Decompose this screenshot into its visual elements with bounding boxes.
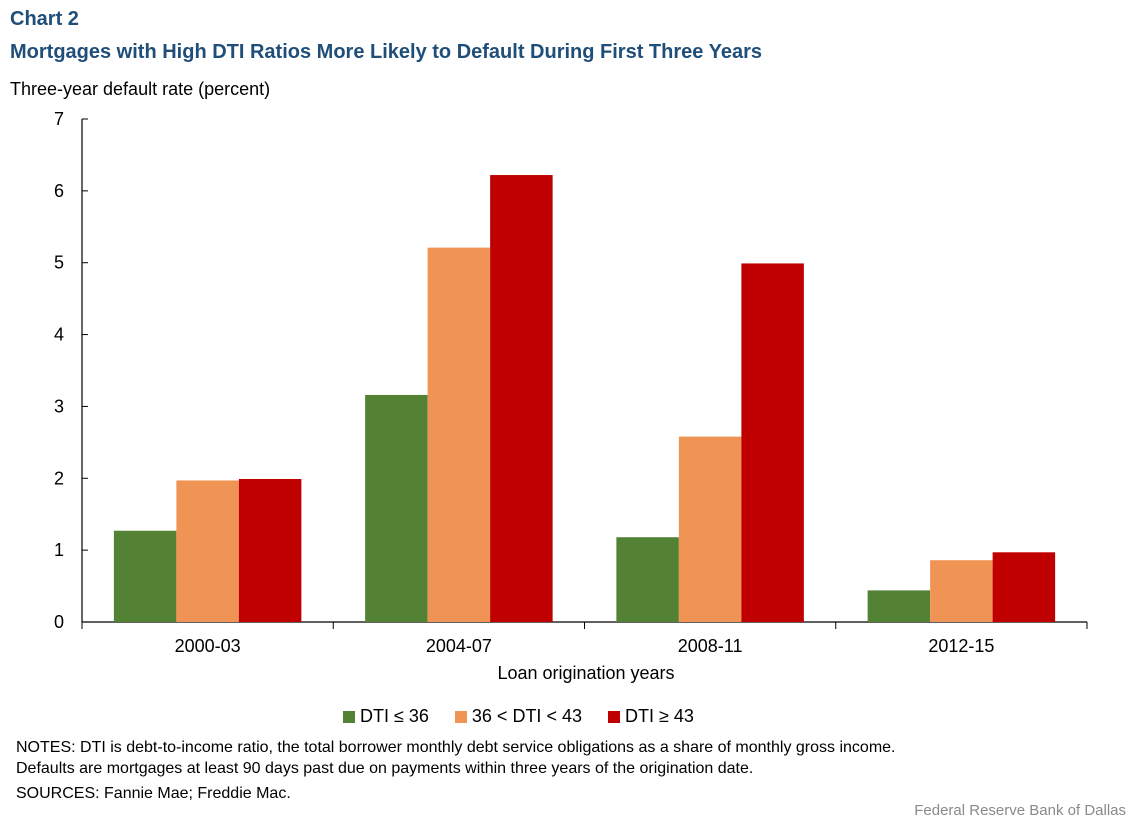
bar — [867, 590, 931, 622]
bar — [741, 263, 804, 622]
legend-swatch — [343, 710, 355, 723]
chart-title: Mortgages with High DTI Ratios More Like… — [10, 41, 762, 63]
bar-chart: 0 1 2 3 4 5 6 7 2000-03 2004-07 2008-11 2012-15 — [54, 109, 1088, 656]
x-axis-label: Loan origination years — [497, 663, 675, 683]
x-tick-label: 2012-15 — [928, 636, 994, 656]
bar — [678, 436, 742, 622]
bar — [427, 247, 491, 623]
y-tick-label: 6 — [54, 181, 64, 201]
bar — [992, 552, 1056, 622]
legend-swatch — [607, 710, 620, 723]
legend: DTI ≤ 36 36 < DTI < 43 DTI ≥ 43 — [343, 706, 720, 727]
bar — [365, 394, 428, 622]
y-tick-label: 4 — [54, 325, 64, 345]
credit: Federal Reserve Bank of Dallas — [914, 802, 1126, 819]
x-tick-label: 2004-07 — [426, 636, 492, 656]
legend-item-dti-mid: 36 < DTI < 43 — [454, 706, 582, 727]
tick-labels: 0 1 2 3 4 5 6 7 2000-03 2004-07 2008-11 2012-15 — [54, 109, 994, 656]
y-tick-label: 2 — [54, 468, 64, 488]
notes-line-2: Defaults are mortgages at least 90 days … — [16, 760, 754, 777]
y-tick-label: 0 — [54, 612, 64, 632]
legend-item-dti-high: DTI ≥ 43 — [607, 706, 694, 727]
x-tick-label: 2000-03 — [175, 636, 241, 656]
bar — [113, 530, 177, 622]
notes: NOTES: DTI is debt-to-income ratio, the … — [16, 737, 896, 779]
y-tick-label: 5 — [54, 253, 64, 273]
bar — [490, 175, 553, 622]
legend-label: DTI ≤ 36 — [360, 706, 429, 726]
bar — [238, 479, 302, 622]
notes-line-1: NOTES: DTI is debt-to-income ratio, the … — [16, 739, 896, 756]
bar — [930, 560, 993, 622]
bars — [113, 175, 1056, 623]
legend-item-dti-low: DTI ≤ 36 — [343, 706, 429, 727]
y-tick-label: 1 — [54, 540, 64, 560]
bar — [176, 480, 239, 622]
legend-label: DTI ≥ 43 — [624, 706, 694, 726]
y-tick-label: 7 — [54, 109, 64, 129]
y-tick-label: 3 — [54, 396, 64, 416]
x-tick-label: 2008-11 — [678, 636, 743, 656]
sources: SOURCES: Fannie Mae; Freddie Mac. — [16, 785, 291, 802]
y-axis-label: Three-year default rate (percent) — [10, 79, 271, 99]
bar — [616, 537, 679, 622]
legend-label: 36 < DTI < 43 — [471, 706, 582, 726]
chart-number: Chart 2 — [10, 8, 79, 30]
legend-swatch — [454, 710, 467, 723]
